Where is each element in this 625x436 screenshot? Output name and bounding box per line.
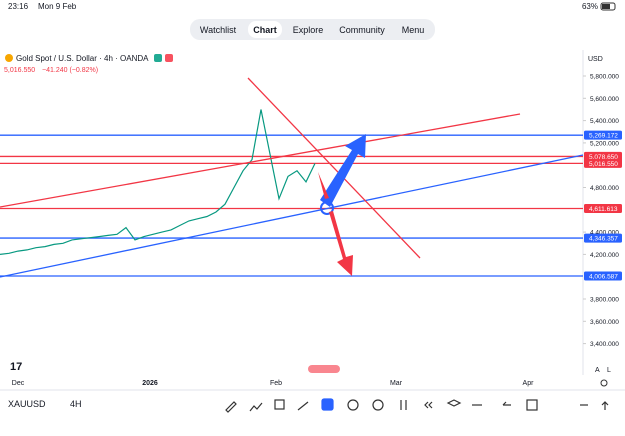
price-tick-label: 5,200.000	[590, 140, 619, 147]
level-tag	[584, 130, 622, 140]
level-label: 4,611.613	[589, 206, 618, 213]
battery-icon	[600, 2, 616, 11]
price-tick-label: 5,600.000	[590, 96, 619, 103]
price-tick-label: 4,800.000	[590, 185, 619, 192]
active-tab	[248, 21, 282, 38]
level-label: 4,006.587	[589, 273, 618, 280]
axis-auto[interactable]: A	[595, 367, 600, 374]
time-label: Mar	[390, 380, 403, 387]
currency: USD	[588, 56, 603, 63]
price-tick-label: 3,600.000	[590, 319, 619, 326]
tab[interactable]: Menu	[402, 25, 425, 35]
symbol-icon	[5, 54, 13, 62]
svg-text:17: 17	[10, 361, 22, 373]
level-label: 4,346.357	[589, 236, 618, 243]
level-tag	[584, 158, 622, 168]
price-tick-label: 5,400.000	[590, 118, 619, 125]
bottom-symbol[interactable]: XAUUSD	[8, 399, 46, 409]
level-tag	[584, 233, 622, 243]
level-tag	[584, 204, 622, 214]
time-label: Dec	[12, 380, 25, 387]
status-date: Mon 9 Feb	[38, 2, 77, 11]
time-label: Feb	[270, 380, 282, 387]
price-tick-label: 3,800.000	[590, 297, 619, 304]
tab[interactable]: Community	[339, 25, 385, 35]
tab[interactable]: Explore	[293, 25, 324, 35]
price-tick-label: 5,800.000	[590, 74, 619, 81]
level-label: 5,078.650	[589, 154, 618, 161]
bottom-interval[interactable]: 4H	[70, 399, 82, 409]
time-label: Apr	[523, 380, 535, 387]
level-tag	[584, 271, 622, 281]
level-label: 5,269.172	[589, 133, 618, 140]
last-price: 5,016.550	[4, 67, 35, 74]
symbol-title: Gold Spot / U.S. Dollar · 4h · OANDA	[16, 54, 149, 63]
price-tick-label: 4,200.000	[590, 252, 619, 259]
time-label: 2026	[142, 380, 158, 387]
status-time: 23:16	[8, 2, 29, 11]
price-line	[0, 109, 316, 255]
price-change: −41.240 (−0.82%)	[42, 67, 98, 74]
tab[interactable]: Watchlist	[200, 25, 237, 35]
price-tick-label: 3,400.000	[590, 341, 619, 348]
price-tick-label: 4,400.000	[590, 230, 619, 237]
level-tag	[584, 151, 622, 161]
battery: 63%	[582, 2, 598, 11]
axis-log[interactable]: L	[607, 367, 611, 374]
tab[interactable]: Chart	[253, 25, 277, 35]
level-label: 5,016.550	[589, 161, 618, 168]
